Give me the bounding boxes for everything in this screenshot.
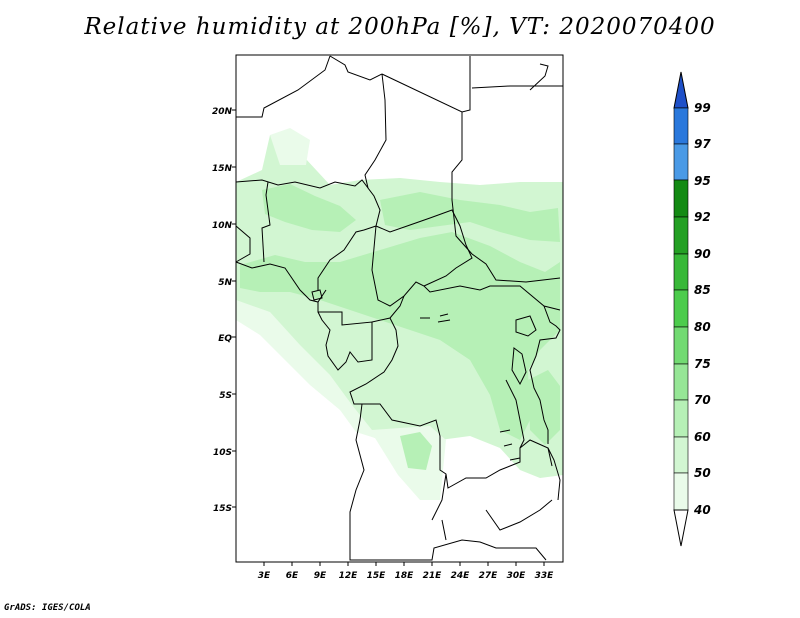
humidity-patch-60-70-west (262, 184, 356, 232)
legend-label-97: 97 (694, 137, 711, 151)
lon-label-21e: 21E (423, 571, 443, 581)
humidity-band-40-50 (236, 300, 446, 500)
lon-label-15e: 15E (367, 571, 387, 581)
lon-label-3e: 3E (258, 571, 271, 581)
legend-label-60: 60 (694, 430, 711, 444)
color-bar-segment-60-70 (673, 399, 689, 438)
lon-label-9e: 9E (314, 571, 327, 581)
lat-label-eq: EQ (218, 334, 232, 344)
humidity-band-60-70 (240, 232, 560, 440)
color-bar-bottom-arrow (673, 509, 689, 547)
lat-label-10n: 10N (212, 221, 233, 231)
latitude-labels: 20N 15N 10N 5N EQ 5S 10S 15S (212, 107, 233, 514)
color-bar-segment-85-90 (673, 253, 689, 291)
legend-label-40: 40 (693, 503, 711, 517)
lon-label-18e: 18E (395, 571, 415, 581)
lat-label-10s: 10S (213, 448, 232, 458)
humidity-patch-60-70-south (400, 432, 432, 470)
legend-label-85: 85 (694, 283, 711, 297)
legend-label-99: 99 (694, 101, 711, 115)
lat-label-20n: 20N (212, 107, 233, 117)
color-bar-segment-90-92 (673, 216, 689, 255)
color-bar-segment-80-85 (673, 289, 689, 328)
humidity-shading (236, 128, 563, 500)
color-bar-top-arrow (673, 71, 689, 109)
legend-label-80: 80 (694, 320, 711, 334)
humidity-patch-60-70-north (380, 192, 560, 242)
color-bar-segment-75-80 (673, 326, 689, 365)
color-bar-segment-92-95 (673, 179, 689, 218)
color-bar (673, 71, 689, 547)
lat-label-15n: 15N (212, 164, 233, 174)
axis-ticks (232, 109, 545, 566)
longitude-labels: 3E 6E 9E 12E 15E 18E 21E 24E 27E 30E 33E (258, 571, 554, 581)
lon-label-24e: 24E (451, 571, 471, 581)
lat-label-5n: 5N (218, 278, 232, 288)
map-frame (235, 54, 564, 563)
lat-label-15s: 15S (213, 504, 232, 514)
humidity-patch-60-70-east (528, 370, 560, 445)
color-bar-segment-70-75 (673, 363, 689, 401)
legend-label-92: 92 (694, 210, 711, 224)
lon-label-30e: 30E (507, 571, 527, 581)
grads-credit: GrADS: IGES/COLA (4, 603, 91, 613)
legend-label-70: 70 (694, 393, 711, 407)
country-borders (235, 55, 563, 561)
color-bar-segment-40-50 (673, 472, 689, 511)
legend-label-95: 95 (694, 174, 711, 188)
color-bar-segment-95-97 (673, 143, 689, 181)
legend-label-90: 90 (694, 247, 711, 261)
map-title: Relative humidity at 200hPa [%], VT: 202… (84, 14, 716, 40)
color-bar-segment-50-60 (673, 436, 689, 474)
legend-label-75: 75 (694, 357, 711, 371)
lon-label-6e: 6E (286, 571, 299, 581)
color-bar-labels: 99 97 95 92 90 85 80 75 70 60 50 40 (693, 101, 711, 517)
legend-label-50: 50 (694, 466, 711, 480)
humidity-patch-40-50 (270, 128, 310, 165)
lon-label-12e: 12E (339, 571, 359, 581)
color-bar-segment-97-99 (673, 107, 689, 145)
lon-label-27e: 27E (479, 571, 499, 581)
lon-label-33e: 33E (535, 571, 555, 581)
lat-label-5s: 5S (219, 391, 232, 401)
